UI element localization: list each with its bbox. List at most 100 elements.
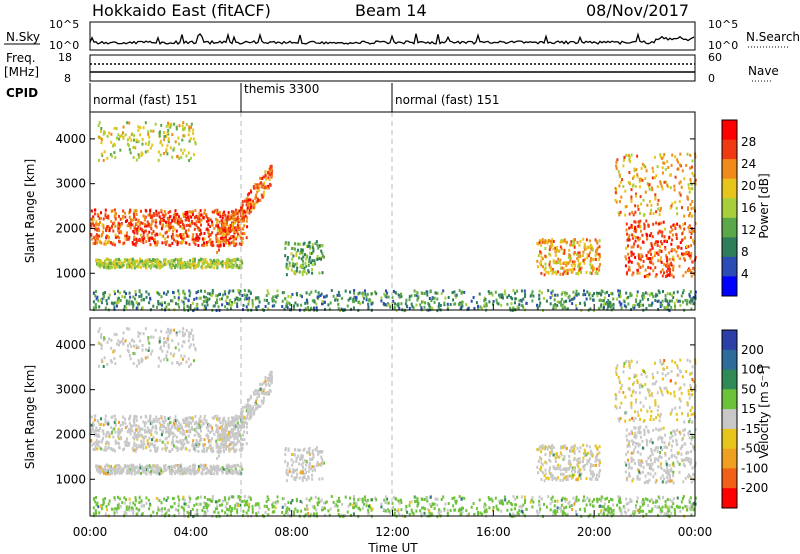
power-point <box>636 294 638 298</box>
power-point <box>139 266 142 269</box>
power-point <box>146 149 149 153</box>
power-point <box>369 299 372 303</box>
power-point <box>672 291 675 295</box>
power-point <box>154 264 156 268</box>
power-point <box>687 206 689 210</box>
velocity-point <box>149 449 152 453</box>
power-point <box>538 241 541 244</box>
velocity-point <box>135 344 138 348</box>
power-point <box>156 243 158 247</box>
velocity-point <box>259 382 262 386</box>
power-point <box>657 253 660 257</box>
power-point <box>164 212 167 216</box>
power-point <box>185 223 188 227</box>
power-point <box>263 298 266 302</box>
velocity-point <box>198 442 201 446</box>
power-point <box>209 233 212 237</box>
velocity-point <box>250 414 253 418</box>
power-point <box>632 304 635 307</box>
power-point <box>105 234 108 238</box>
power-point <box>689 268 692 272</box>
power-point <box>674 307 677 311</box>
power-point <box>194 237 197 241</box>
velocity-point <box>238 440 241 444</box>
velocity-point <box>311 457 314 461</box>
power-point <box>157 211 160 215</box>
velocity-point <box>190 331 192 335</box>
velocity-point <box>236 441 239 445</box>
power-point <box>568 253 571 257</box>
power-point <box>142 234 145 238</box>
power-point <box>591 258 594 262</box>
power-point <box>659 259 662 263</box>
power-point <box>645 232 648 236</box>
velocity-point <box>308 450 311 454</box>
power-point <box>267 171 269 174</box>
velocity-point <box>241 409 244 413</box>
velocity-point <box>264 379 267 383</box>
power-point <box>113 143 116 146</box>
velocity-point <box>92 421 95 425</box>
power-point <box>315 240 318 244</box>
velocity-point <box>130 465 133 469</box>
power-point <box>178 157 181 160</box>
power-point <box>654 193 657 197</box>
velocity-point <box>268 384 271 387</box>
velocity-point <box>112 435 115 439</box>
power-point <box>672 267 674 271</box>
power-point <box>550 269 553 272</box>
power-point <box>248 192 251 196</box>
power-point <box>595 267 598 271</box>
power-point <box>506 302 509 306</box>
power-point <box>158 293 161 296</box>
velocity-point <box>307 475 310 479</box>
power-point <box>215 264 218 268</box>
power-point <box>98 121 101 125</box>
power-point <box>311 245 314 249</box>
power-point <box>627 244 629 248</box>
power-point <box>645 307 648 310</box>
velocity-point <box>127 443 130 447</box>
power-point <box>397 304 400 308</box>
power-point <box>654 195 657 199</box>
power-point <box>188 139 191 143</box>
velocity-point <box>267 382 270 386</box>
power-point <box>250 190 253 194</box>
power-point <box>349 290 352 294</box>
power-point <box>321 252 324 255</box>
power-point <box>634 225 637 229</box>
power-point <box>588 251 591 255</box>
power-point <box>558 300 561 304</box>
power-point <box>433 296 436 300</box>
power-point <box>576 240 579 244</box>
velocity-point <box>580 472 583 476</box>
power-point <box>671 233 674 237</box>
velocity-point <box>241 418 244 422</box>
power-point <box>628 181 631 185</box>
power-point <box>592 309 595 313</box>
power-point <box>189 222 192 226</box>
power-point <box>662 161 665 165</box>
power-point <box>171 233 174 236</box>
power-point <box>163 138 166 142</box>
velocity-point <box>543 479 546 483</box>
power-point <box>222 226 225 230</box>
power-point <box>234 221 236 225</box>
power-point <box>317 291 320 295</box>
power-point <box>657 231 660 235</box>
velocity-point <box>230 447 233 451</box>
power-point <box>93 224 95 228</box>
power-point <box>209 260 212 264</box>
power-point <box>128 235 131 239</box>
velocity-point <box>197 444 200 448</box>
velocity-point <box>316 461 319 464</box>
velocity-point <box>110 338 113 342</box>
power-point <box>202 258 205 262</box>
power-point <box>171 133 174 137</box>
power-point <box>321 271 324 275</box>
velocity-point <box>235 434 238 438</box>
velocity-point <box>160 470 163 474</box>
power-point <box>473 307 476 310</box>
power-point <box>338 294 341 297</box>
velocity-point <box>194 448 197 452</box>
